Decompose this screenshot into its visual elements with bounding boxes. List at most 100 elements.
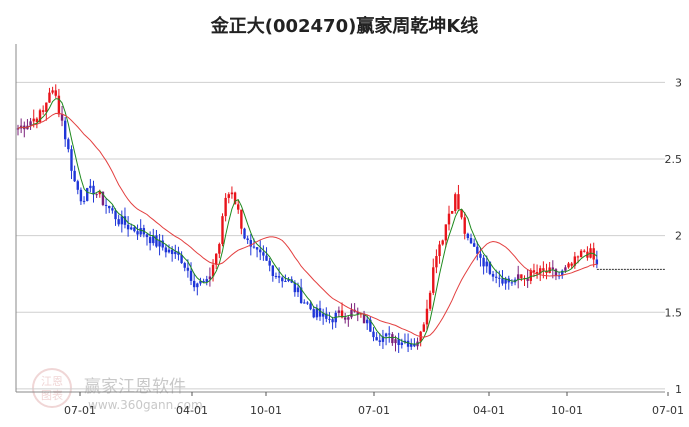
candle-body	[328, 318, 331, 320]
candle-body	[472, 243, 476, 247]
candle-body	[111, 208, 114, 211]
candle-body	[567, 263, 570, 268]
candle-body	[422, 324, 426, 332]
candle-body	[573, 256, 577, 266]
candle-body	[406, 340, 410, 347]
candle-body	[29, 121, 32, 126]
candle-body	[579, 250, 583, 257]
candle-body	[92, 185, 95, 195]
x-tick-label: 04-01	[473, 404, 505, 417]
candle-body	[186, 267, 190, 271]
candle-body	[218, 244, 221, 254]
candle-body	[48, 92, 51, 103]
candle-body	[136, 231, 139, 235]
candle-body	[148, 237, 152, 244]
candle-body	[350, 309, 353, 318]
candle-body	[205, 279, 208, 283]
x-tick-label: 07-01	[64, 404, 96, 417]
candle-body	[230, 192, 234, 195]
candle-body	[529, 270, 532, 281]
candle-body	[155, 235, 158, 247]
candle-body	[180, 254, 183, 264]
candle-body	[183, 263, 186, 268]
candle-body	[117, 219, 120, 225]
candle-body	[494, 276, 498, 278]
candle-body	[255, 247, 259, 250]
candle-body	[488, 261, 492, 274]
candle-body	[428, 292, 432, 309]
candle-body	[73, 170, 76, 182]
y-tick-label: 1.5	[665, 306, 683, 319]
candle-body	[542, 268, 545, 271]
candle-body	[532, 270, 536, 272]
candle-body	[504, 278, 507, 284]
candle-body	[158, 240, 161, 247]
candle-body	[375, 337, 378, 341]
candle-body	[95, 194, 98, 196]
candle-body	[366, 319, 369, 324]
candle-body	[551, 267, 555, 270]
candle-body	[133, 227, 136, 232]
candle-body	[410, 343, 413, 347]
candle-body	[281, 277, 284, 282]
candle-body	[164, 247, 168, 253]
candle-body	[271, 265, 275, 276]
candle-body	[170, 249, 174, 255]
candle-body	[343, 317, 347, 320]
candle-body	[359, 313, 363, 315]
candle-body	[70, 149, 73, 171]
candle-body	[394, 339, 397, 344]
candle-body	[243, 228, 246, 239]
candle-body	[57, 95, 61, 115]
candle-body	[485, 261, 488, 267]
candle-body	[491, 273, 495, 277]
candle-body	[268, 260, 271, 266]
candle-body	[79, 189, 83, 202]
candle-body	[501, 278, 504, 284]
candle-body	[161, 240, 164, 248]
candle-body	[460, 209, 463, 218]
candle-body	[296, 287, 300, 293]
x-tick-label: 10-01	[551, 404, 583, 417]
candle-body	[510, 282, 514, 284]
x-tick-label: 04-01	[176, 404, 208, 417]
y-tick-label: 1	[675, 383, 682, 396]
candle-body	[82, 200, 86, 202]
candle-body	[517, 274, 520, 280]
candle-body	[237, 204, 240, 210]
candle-body	[221, 216, 224, 245]
candle-body	[463, 217, 466, 234]
candle-body	[262, 252, 265, 256]
candle-body	[438, 244, 441, 257]
candle-body	[35, 118, 39, 122]
candle-body	[498, 277, 501, 279]
candle-body	[447, 213, 451, 225]
candle-body	[583, 250, 586, 252]
candle-body	[167, 249, 171, 253]
candle-body	[435, 256, 438, 268]
candle-body	[312, 309, 315, 318]
candle-body	[299, 287, 303, 303]
watermark-url: www.360gann.com	[88, 398, 203, 412]
candle-body	[265, 255, 268, 261]
candle-body	[331, 319, 334, 323]
candle-body	[287, 279, 290, 282]
candle-body	[535, 271, 539, 274]
candle-body	[67, 139, 70, 150]
candle-body	[274, 275, 278, 277]
candle-body	[214, 253, 218, 265]
candle-body	[570, 263, 573, 266]
candle-body	[315, 308, 319, 318]
candle-body	[152, 235, 155, 244]
candle-body	[51, 90, 54, 93]
candle-body	[450, 210, 454, 214]
candle-body	[384, 333, 388, 337]
candle-body	[63, 120, 67, 140]
candle-body	[41, 110, 45, 112]
y-tick-label: 2.5	[665, 153, 683, 166]
candle-body	[576, 256, 580, 258]
candle-body	[369, 319, 372, 332]
y-tick-label: 2	[675, 230, 682, 243]
candle-body	[277, 276, 281, 278]
